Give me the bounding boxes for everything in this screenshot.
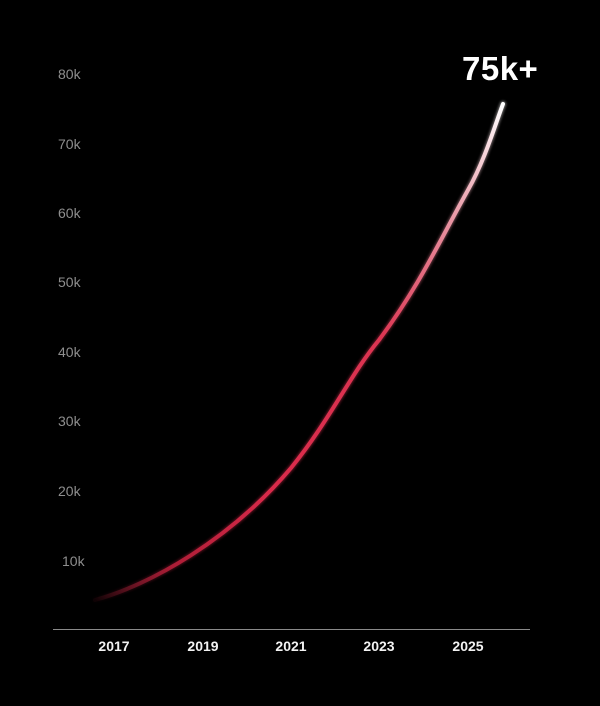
y-tick-10k: 10k [62,553,85,569]
total-callout-label: 75k+ [462,50,539,87]
y-tick-40k: 40k [58,344,81,360]
x-tick-2025: 2025 [452,638,484,654]
y-tick-80k: 80k [58,66,81,82]
growth-curve [93,102,505,602]
x-axis-line [53,629,530,630]
y-tick-70k: 70k [58,136,81,152]
x-tick-2017: 2017 [98,638,130,654]
x-tick-2019: 2019 [187,638,219,654]
growth-curve-glow [92,101,506,603]
y-tick-50k: 50k [58,274,81,290]
y-tick-30k: 30k [58,413,81,429]
x-tick-2021: 2021 [275,638,307,654]
x-tick-2023: 2023 [363,638,395,654]
y-tick-20k: 20k [58,483,81,499]
y-tick-60k: 60k [58,205,81,221]
